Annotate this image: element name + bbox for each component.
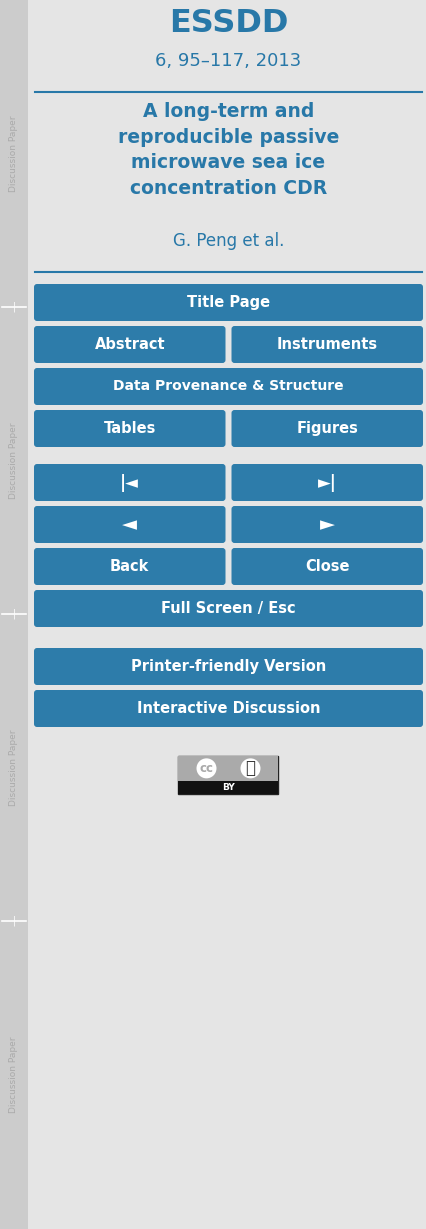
Text: |: | xyxy=(12,916,16,927)
FancyBboxPatch shape xyxy=(34,548,225,585)
FancyBboxPatch shape xyxy=(231,506,422,543)
Text: Back: Back xyxy=(110,559,149,574)
FancyBboxPatch shape xyxy=(231,326,422,363)
FancyBboxPatch shape xyxy=(231,465,422,501)
Text: Discussion Paper: Discussion Paper xyxy=(9,423,18,499)
Text: |: | xyxy=(12,302,16,312)
Text: Discussion Paper: Discussion Paper xyxy=(9,1037,18,1113)
Text: ►: ► xyxy=(319,515,334,533)
Bar xyxy=(0,0,28,1229)
Text: Full Screen / Esc: Full Screen / Esc xyxy=(161,601,295,616)
Text: ►|: ►| xyxy=(317,473,336,492)
Text: 6, 95–117, 2013: 6, 95–117, 2013 xyxy=(155,52,301,70)
FancyBboxPatch shape xyxy=(34,506,225,543)
Bar xyxy=(178,780,278,794)
Text: ⓘ: ⓘ xyxy=(245,760,255,778)
FancyBboxPatch shape xyxy=(34,689,422,728)
Text: Close: Close xyxy=(304,559,349,574)
FancyBboxPatch shape xyxy=(231,410,422,447)
Text: G. Peng et al.: G. Peng et al. xyxy=(173,232,284,249)
FancyBboxPatch shape xyxy=(231,548,422,585)
Text: |◄: |◄ xyxy=(120,473,139,492)
Text: A long-term and
reproducible passive
microwave sea ice
concentration CDR: A long-term and reproducible passive mic… xyxy=(118,102,338,198)
Text: Printer-friendly Version: Printer-friendly Version xyxy=(130,659,325,673)
Text: cc: cc xyxy=(199,762,213,774)
FancyBboxPatch shape xyxy=(34,465,225,501)
Text: Title Page: Title Page xyxy=(187,295,269,310)
FancyBboxPatch shape xyxy=(34,648,422,685)
Text: Discussion Paper: Discussion Paper xyxy=(9,729,18,806)
Circle shape xyxy=(240,758,260,778)
FancyBboxPatch shape xyxy=(34,367,422,406)
Text: Discussion Paper: Discussion Paper xyxy=(9,116,18,192)
FancyBboxPatch shape xyxy=(34,284,422,321)
Text: ◄: ◄ xyxy=(122,515,137,533)
Circle shape xyxy=(196,758,216,778)
Text: BY: BY xyxy=(222,783,234,791)
Text: ESSDD: ESSDD xyxy=(168,9,288,39)
FancyBboxPatch shape xyxy=(34,410,225,447)
Text: Data Provenance & Structure: Data Provenance & Structure xyxy=(113,380,343,393)
Text: |: | xyxy=(12,608,16,619)
Text: Interactive Discussion: Interactive Discussion xyxy=(136,701,320,717)
Bar xyxy=(178,756,278,780)
FancyBboxPatch shape xyxy=(34,326,225,363)
Text: Figures: Figures xyxy=(296,422,357,436)
FancyBboxPatch shape xyxy=(34,590,422,627)
Text: Abstract: Abstract xyxy=(94,337,165,351)
Text: Tables: Tables xyxy=(104,422,155,436)
FancyBboxPatch shape xyxy=(178,756,278,794)
Text: Instruments: Instruments xyxy=(276,337,377,351)
